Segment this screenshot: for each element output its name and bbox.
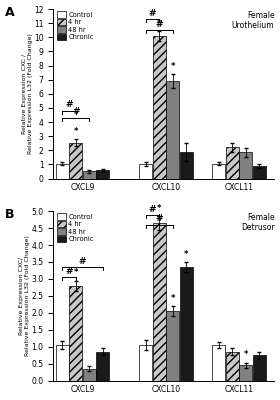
Bar: [69, 286, 82, 380]
Text: A: A: [5, 6, 14, 19]
Text: *: *: [184, 250, 188, 258]
Text: *: *: [157, 204, 162, 213]
Text: *: *: [171, 294, 175, 303]
Text: *: *: [157, 18, 162, 28]
Bar: [139, 345, 152, 380]
Bar: [83, 172, 96, 178]
Bar: [56, 164, 69, 178]
Bar: [166, 81, 179, 178]
Text: B: B: [5, 208, 14, 221]
Legend: Control, 4 hr, 48 hr, Chronic: Control, 4 hr, 48 hr, Chronic: [57, 213, 94, 243]
Y-axis label: Relative Expression CXC /
Relative Expression L32 (Fold Change): Relative Expression CXC / Relative Expre…: [22, 33, 32, 154]
Bar: [96, 170, 109, 178]
Text: *: *: [244, 350, 248, 359]
Bar: [253, 166, 266, 178]
Text: #: #: [149, 205, 156, 214]
Bar: [139, 164, 152, 178]
Bar: [96, 352, 109, 380]
Bar: [212, 345, 225, 380]
Bar: [180, 152, 193, 178]
Text: *: *: [73, 126, 78, 136]
Text: #: #: [65, 267, 73, 276]
Bar: [239, 152, 252, 178]
Y-axis label: Relative Expression CXC/
Relative Expression L32 (Fold Change): Relative Expression CXC/ Relative Expres…: [19, 236, 30, 356]
Bar: [180, 267, 193, 380]
Bar: [253, 355, 266, 380]
Text: #: #: [149, 8, 156, 18]
Text: #: #: [79, 257, 86, 266]
Bar: [166, 311, 179, 380]
Text: #: #: [65, 100, 73, 109]
Bar: [69, 142, 82, 178]
Bar: [239, 365, 252, 380]
Bar: [226, 352, 239, 380]
Text: Female
Detrusor: Female Detrusor: [241, 213, 274, 232]
Bar: [212, 164, 225, 178]
Text: #: #: [72, 108, 80, 116]
Bar: [153, 223, 165, 380]
Legend: Control, 4 hr, 48 hr, Chronic: Control, 4 hr, 48 hr, Chronic: [57, 11, 94, 41]
Bar: [153, 36, 165, 178]
Text: *: *: [73, 268, 78, 277]
Bar: [56, 345, 69, 380]
Bar: [83, 369, 96, 380]
Text: Female
Urothelium: Female Urothelium: [232, 11, 274, 30]
Bar: [226, 148, 239, 178]
Text: *: *: [171, 62, 175, 71]
Text: #: #: [155, 214, 163, 223]
Text: #: #: [155, 20, 163, 29]
